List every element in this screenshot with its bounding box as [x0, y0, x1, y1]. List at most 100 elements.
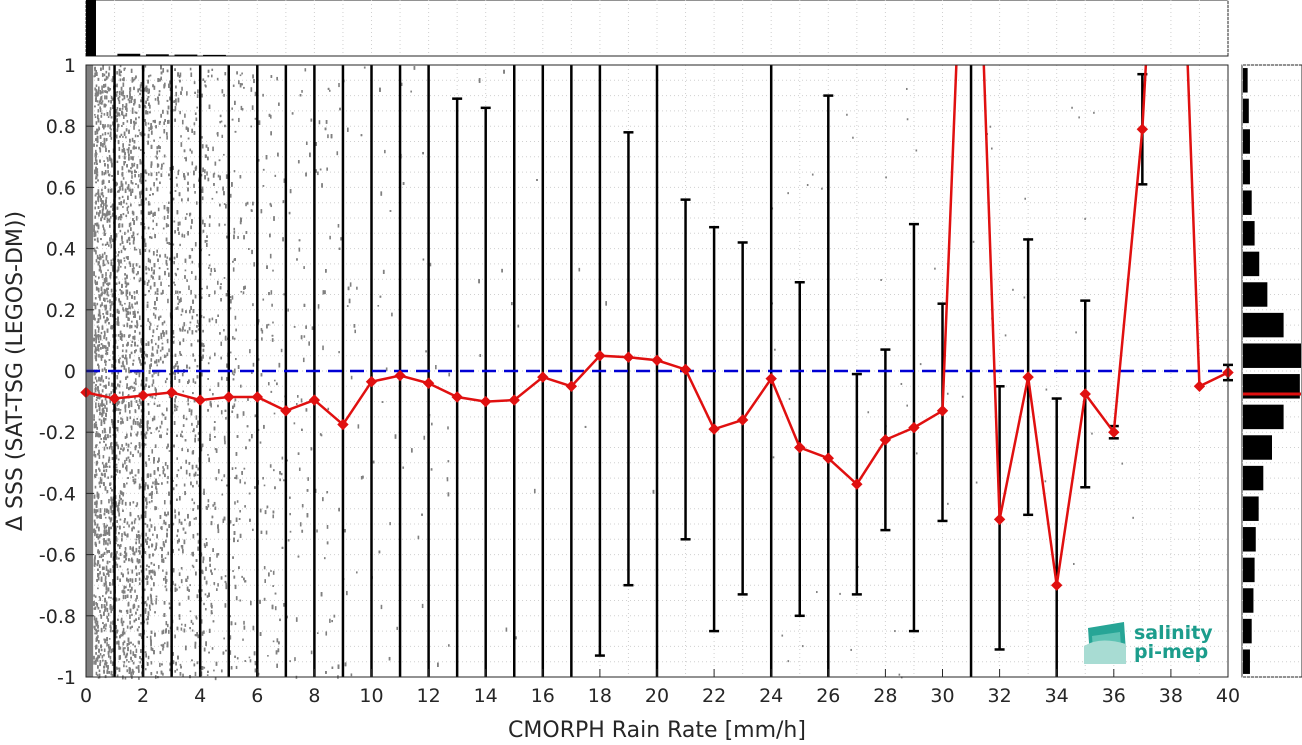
scatter-point — [158, 404, 161, 407]
scatter-point — [163, 205, 166, 210]
scatter-point — [98, 311, 101, 316]
scatter-point — [96, 246, 98, 249]
side-histogram-bar — [1243, 618, 1252, 644]
scatter-point — [128, 291, 131, 296]
side-histogram-bar — [1243, 312, 1284, 338]
scatter-point — [174, 272, 177, 275]
scatter-point — [95, 172, 98, 176]
scatter-point — [128, 146, 130, 150]
scatter-point — [180, 433, 182, 438]
scatter-point — [147, 596, 149, 601]
scatter-point — [112, 425, 114, 429]
scatter-point — [138, 582, 141, 586]
scatter-point — [220, 479, 223, 482]
scatter-point — [94, 626, 96, 631]
scatter-point — [120, 365, 123, 368]
scatter-point — [144, 514, 147, 518]
scatter-point — [118, 95, 121, 98]
scatter-point — [145, 461, 147, 464]
scatter-point — [155, 595, 158, 598]
scatter-point — [244, 481, 246, 485]
scatter-point — [127, 205, 130, 208]
scatter-point — [109, 274, 112, 279]
scatter-point — [100, 576, 103, 581]
scatter-point — [118, 384, 121, 388]
top-histogram-bar — [203, 54, 226, 56]
scatter-point — [186, 279, 188, 282]
scatter-point — [124, 105, 126, 108]
scatter-point — [176, 474, 178, 478]
scatter-point — [105, 525, 107, 529]
scatter-point — [107, 381, 110, 386]
scatter-point — [94, 156, 97, 162]
scatter-point — [136, 431, 139, 435]
scatter-point — [107, 654, 110, 658]
scatter-point — [435, 365, 437, 370]
scatter-point — [214, 290, 216, 295]
scatter-point — [107, 124, 109, 128]
scatter-point — [147, 173, 150, 176]
scatter-point — [189, 321, 192, 324]
scatter-point — [95, 200, 97, 205]
scatter-point — [203, 488, 205, 494]
scatter-point — [97, 348, 100, 352]
scatter-point — [156, 328, 158, 331]
scatter-point — [421, 603, 424, 609]
scatter-point — [129, 620, 131, 625]
scatter-point — [223, 435, 226, 440]
scatter-point — [107, 542, 109, 546]
scatter-point — [151, 603, 154, 606]
scatter-point — [109, 224, 111, 228]
scatter-point — [105, 540, 107, 545]
scatter-point — [235, 452, 238, 456]
scatter-point — [101, 212, 104, 216]
scatter-point — [402, 466, 405, 469]
scatter-point — [233, 368, 236, 372]
scatter-point — [111, 300, 113, 306]
scatter-point — [111, 446, 113, 450]
scatter-point — [224, 603, 227, 608]
scatter-point — [126, 206, 129, 212]
scatter-point — [100, 627, 103, 633]
scatter-point — [105, 590, 108, 594]
scatter-point — [133, 480, 136, 485]
scatter-point — [131, 234, 133, 239]
scatter-point — [124, 547, 127, 551]
scatter-point — [167, 551, 170, 556]
scatter-point — [153, 370, 155, 375]
scatter-point — [236, 500, 239, 503]
scatter-point — [104, 363, 107, 366]
scatter-point — [96, 533, 99, 536]
scatter-point — [119, 74, 122, 77]
scatter-point — [162, 466, 164, 469]
scatter-point — [119, 265, 122, 268]
scatter-point — [126, 322, 129, 328]
scatter-point — [237, 235, 239, 239]
scatter-point — [208, 318, 211, 323]
scatter-point — [116, 576, 119, 581]
scatter-point — [127, 568, 129, 571]
scatter-point — [163, 500, 166, 505]
scatter-point — [260, 327, 263, 332]
scatter-point — [208, 223, 211, 228]
scatter-point — [124, 459, 126, 465]
scatter-point — [112, 565, 114, 569]
scatter-point — [143, 133, 146, 136]
scatter-point — [145, 532, 147, 537]
scatter-point — [158, 474, 161, 477]
scatter-point — [94, 474, 96, 478]
scatter-point — [154, 387, 157, 391]
scatter-point — [148, 458, 150, 461]
scatter-point — [98, 86, 100, 91]
scatter-point — [289, 512, 291, 516]
scatter-point — [225, 649, 227, 652]
scatter-point — [152, 481, 154, 485]
scatter-point — [135, 547, 138, 553]
scatter-point — [118, 544, 121, 550]
scatter-point — [139, 444, 141, 449]
scatter-point — [101, 72, 104, 77]
scatter-point — [229, 650, 232, 655]
scatter-point — [186, 91, 188, 96]
scatter-point — [119, 229, 122, 233]
scatter-point — [93, 75, 96, 78]
